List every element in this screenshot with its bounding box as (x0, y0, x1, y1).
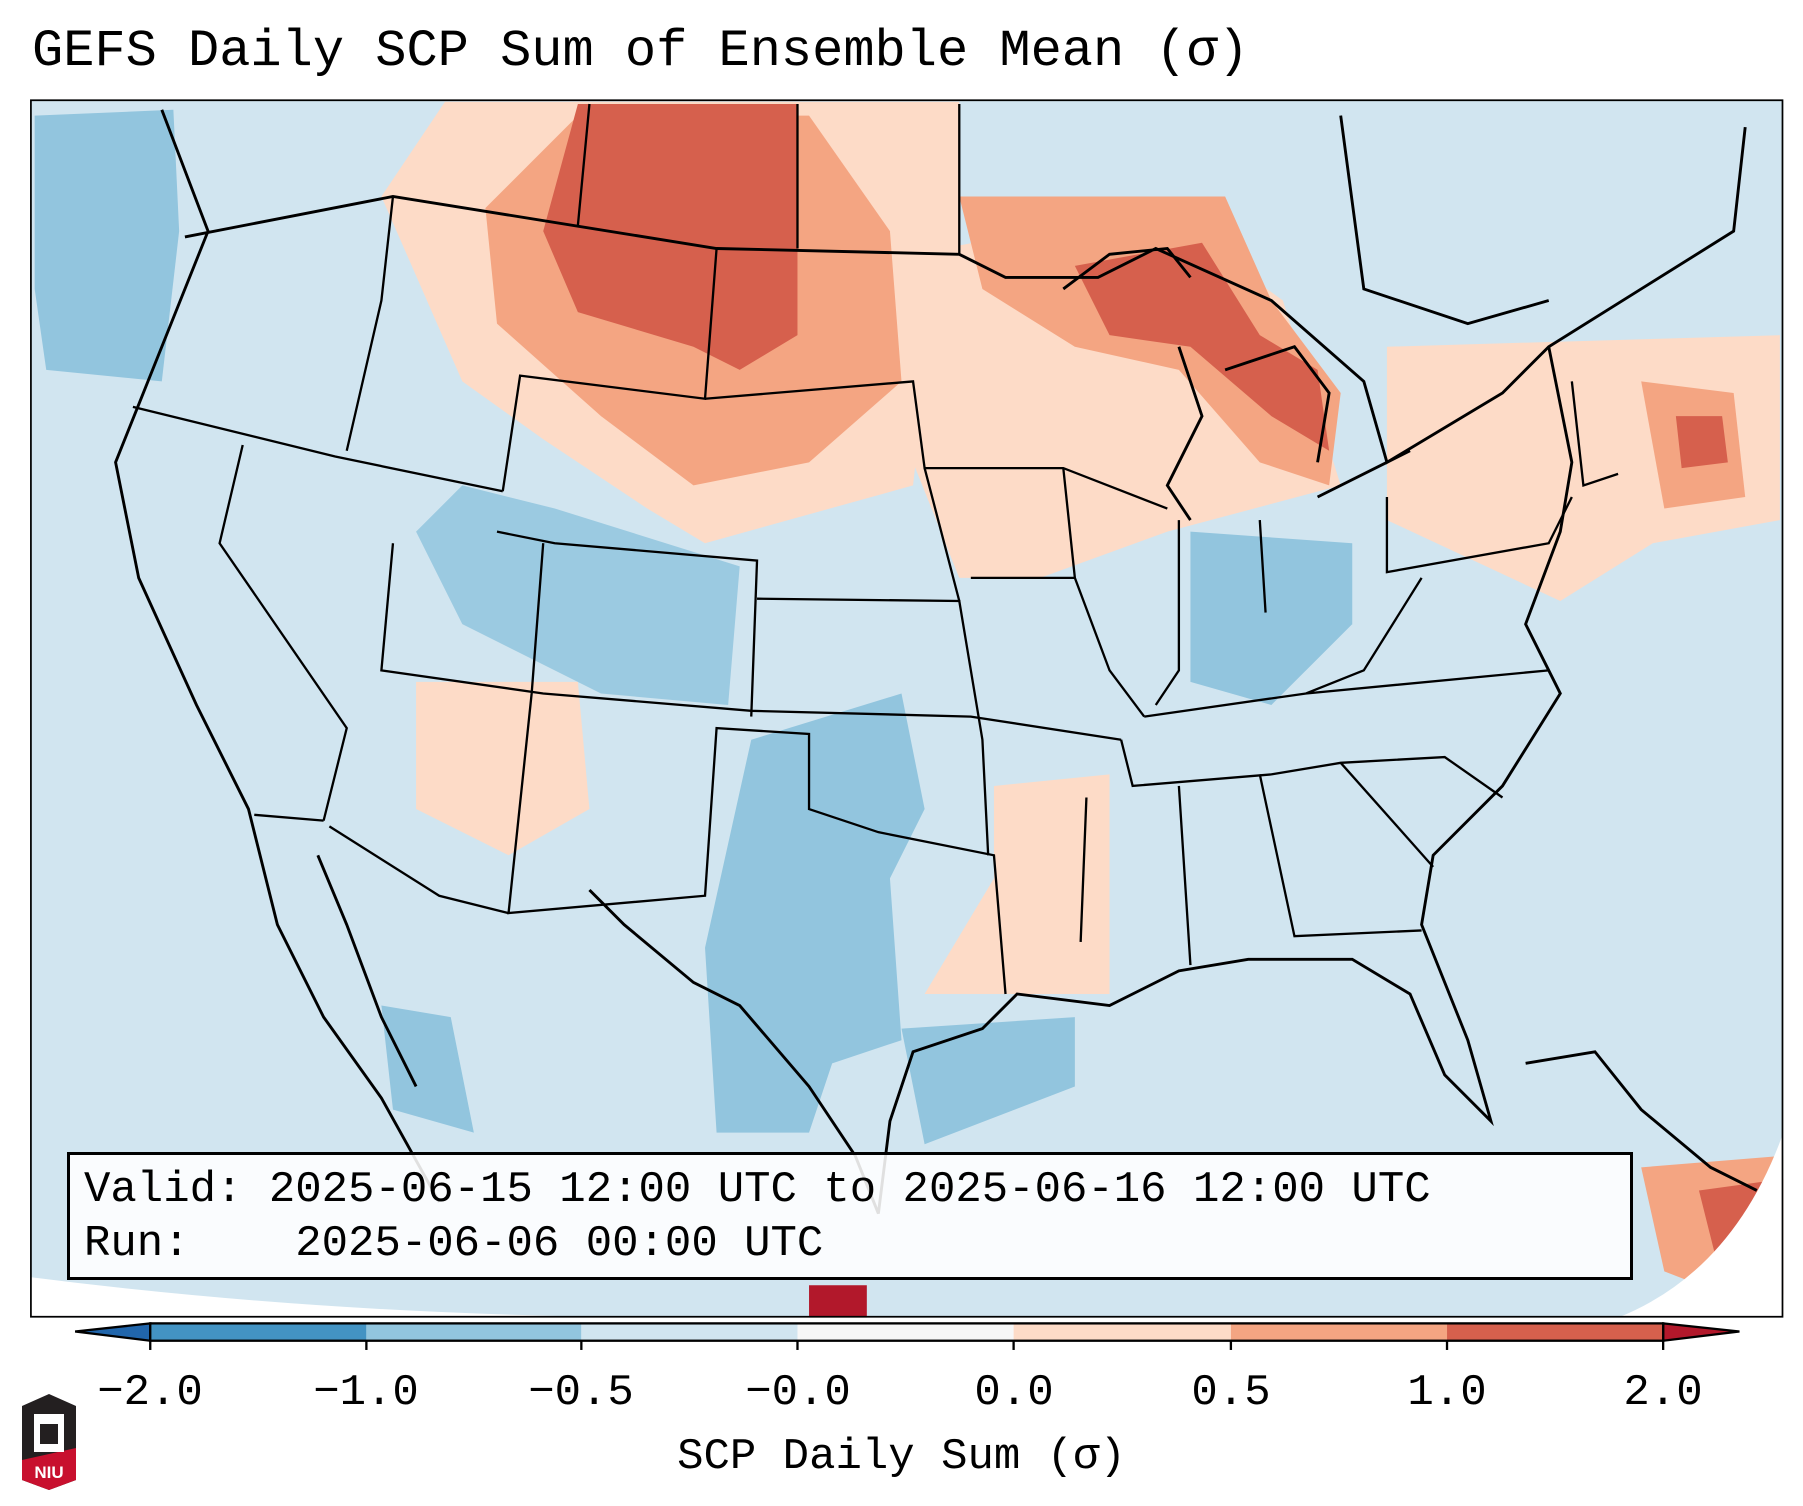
field-region-lakes-core (1074, 242, 1330, 451)
valid-run-info-box: Valid: 2025-06-15 12:00 UTC to 2025-06-1… (67, 1152, 1633, 1280)
run-label: Run: (84, 1219, 190, 1269)
field-region-lakes (959, 196, 1341, 486)
state-borders (132, 103, 1619, 995)
chart-title: GEFS Daily SCP Sum of Ensemble Mean (σ) (32, 22, 1249, 81)
colorbar-tick-label: 0.0 (974, 1368, 1054, 1418)
field-region-southwest (416, 681, 590, 856)
field-region-utah-colorado (416, 485, 740, 706)
field-region-indiana (1190, 531, 1353, 706)
projection-edge-left (30, 1277, 694, 1318)
colorbar-tick-label: −0.0 (745, 1368, 851, 1418)
field-region-plains-core (543, 104, 798, 370)
colorbar-label: SCP Daily Sum (σ) (677, 1432, 1126, 1482)
colorbar-extend-min (74, 1322, 152, 1343)
colorbar-bin-5 (1013, 1323, 1231, 1341)
colorbar (74, 1322, 1740, 1350)
run-value: 2025-06-06 00:00 UTC (295, 1219, 824, 1269)
field-region-gulf-coast (924, 774, 1110, 994)
colorbar-bin-3 (581, 1323, 798, 1341)
field-region-ne-core (1675, 416, 1728, 469)
colorbar-bin-7 (1447, 1323, 1664, 1341)
colorbar-tick-label: 1.0 (1407, 1368, 1487, 1418)
logo-text: NIU (34, 1463, 63, 1482)
colorbar-bin-4 (797, 1323, 1014, 1341)
coastlines-borders (114, 109, 1758, 1215)
colorbar-bin-6 (1230, 1323, 1448, 1341)
field-region-gulf (901, 1017, 1075, 1145)
niu-logo: NIU (22, 1394, 76, 1490)
colorbar-tick-label: −2.0 (97, 1368, 203, 1418)
field-region-texas (705, 693, 925, 1133)
valid-label: Valid: (84, 1165, 243, 1215)
colorbar-bin-1 (150, 1323, 367, 1341)
colorbar-tick-label: 0.5 (1191, 1368, 1271, 1418)
colorbar-bin-2 (366, 1323, 582, 1341)
projection-edge-right (1618, 1132, 1784, 1318)
colorbar-tick-label: 2.0 (1623, 1368, 1703, 1418)
colorbar-tick-label: −1.0 (313, 1368, 419, 1418)
map-field (30, 99, 1784, 1318)
colorbar-ticks (149, 1340, 1665, 1350)
colorbar-extend-max (1661, 1322, 1740, 1343)
field-region-pacific-nw (34, 109, 180, 382)
colorbar-tick-label: −0.5 (528, 1368, 634, 1418)
field-cell-extreme (809, 1285, 867, 1318)
valid-value: 2025-06-15 12:00 UTC to 2025-06-16 12:00… (268, 1165, 1431, 1215)
field-region-baja (381, 1005, 474, 1133)
